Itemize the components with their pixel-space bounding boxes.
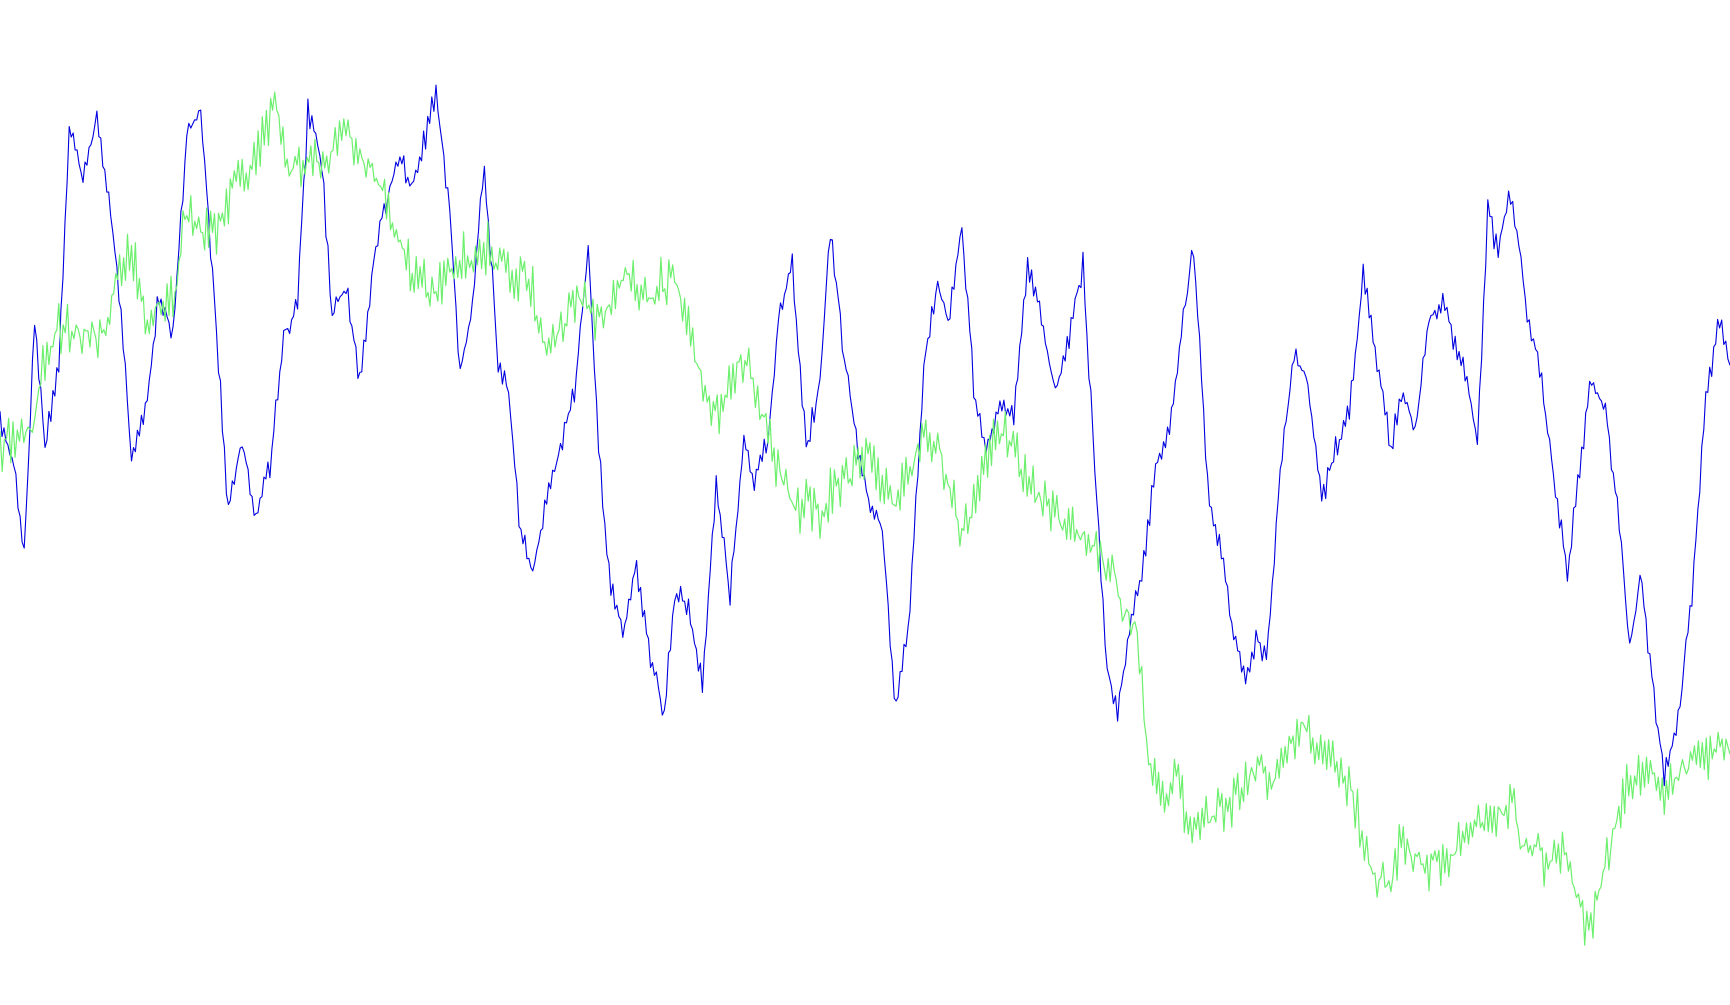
series-layer: [0, 84, 1730, 946]
series-line-1: [0, 84, 1730, 787]
series-line-2: [0, 91, 1730, 946]
